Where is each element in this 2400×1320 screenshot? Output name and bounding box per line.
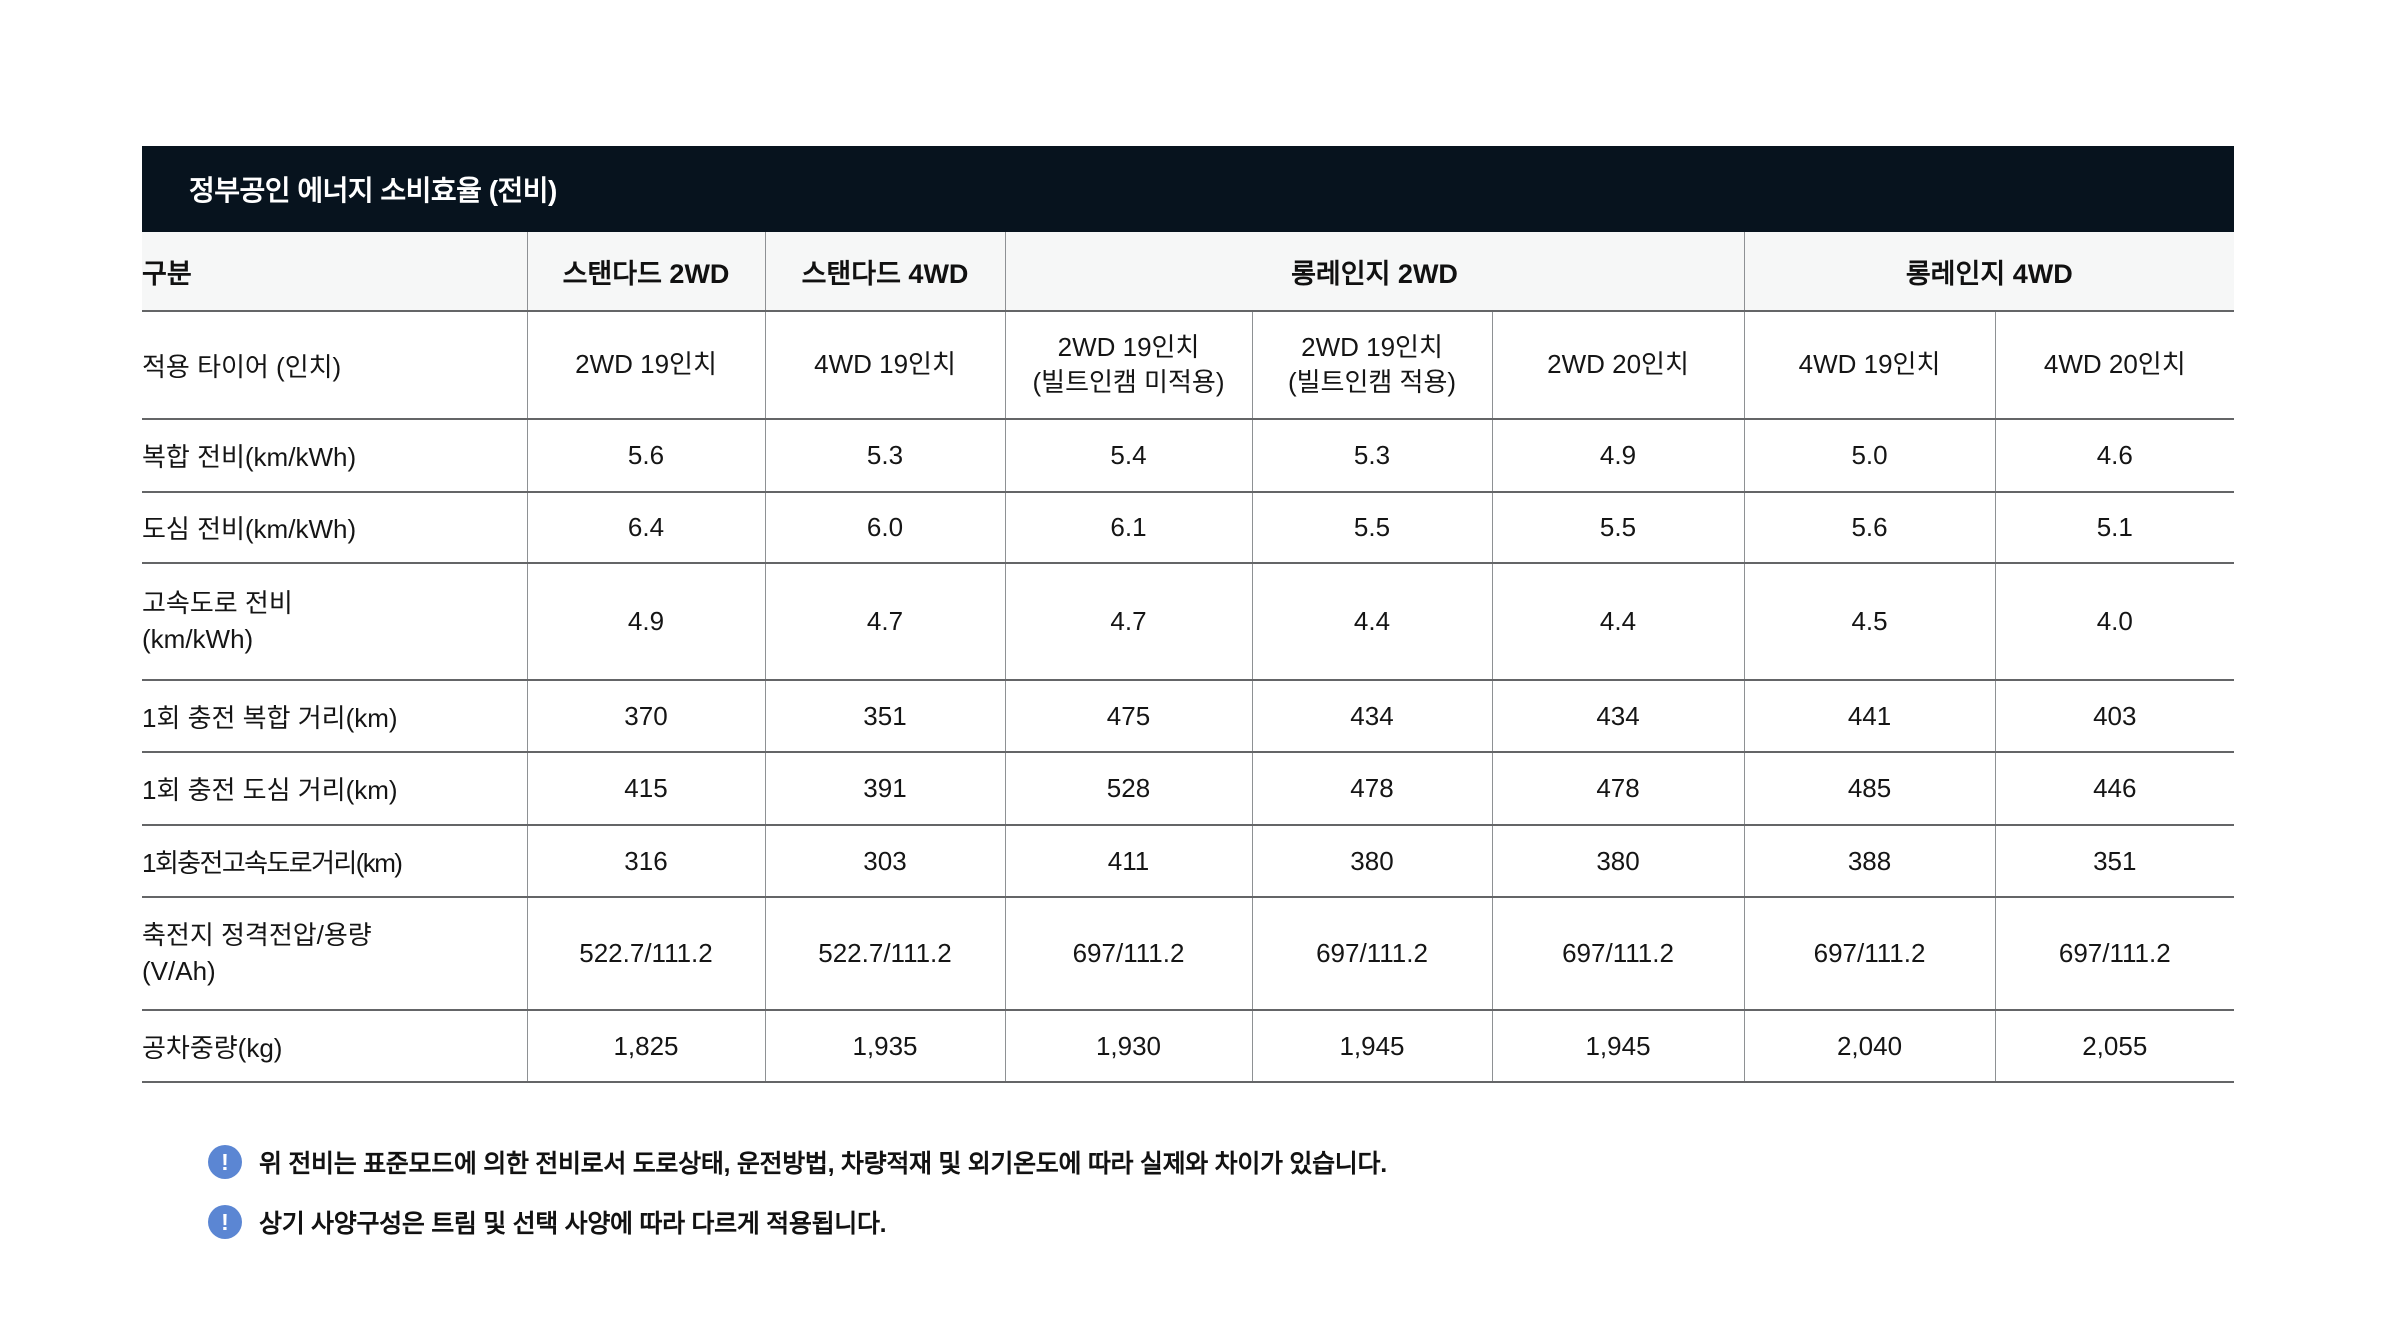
spec-row-label: 1회충전고속도로거리(km) xyxy=(142,824,527,897)
table-row-city-efficiency: 도심 전비(km/kWh) 6.4 6.0 6.1 5.5 5.5 5.6 5.… xyxy=(142,491,2235,563)
spec-value-cell: 1,945 xyxy=(1491,1009,1745,1083)
spec-value-cell: 441 xyxy=(1743,679,1996,752)
footnotes: ! 위 전비는 표준모드에 의한 전비로서 도로상태, 운전방법, 차량적재 및… xyxy=(208,1144,1387,1264)
tire-cell: 2WD 19인치 (빌트인캠 미적용) xyxy=(1004,310,1252,419)
spec-value-cell: 434 xyxy=(1491,679,1745,752)
info-exclamation-icon: ! xyxy=(208,1205,242,1239)
spec-row-label: 고속도로 전비 (km/kWh) xyxy=(142,562,527,680)
spec-value-cell: 5.6 xyxy=(526,418,765,492)
spec-value-cell: 4.9 xyxy=(526,562,765,680)
spec-value-cell: 522.7/111.2 xyxy=(764,896,1005,1010)
spec-value-cell: 4.0 xyxy=(1994,562,2235,680)
spec-value-cell: 697/111.2 xyxy=(1743,896,1996,1010)
spec-value-cell: 4.7 xyxy=(764,562,1005,680)
spec-value-cell: 370 xyxy=(526,679,765,752)
spec-value-cell: 5.3 xyxy=(764,418,1005,492)
spec-value-cell: 303 xyxy=(764,824,1005,897)
efficiency-spec-table: 구분 스탠다드 2WD 스탠다드 4WD 롱레인지 2WD 롱레인지 4WD 적… xyxy=(142,232,2235,1083)
spec-value-cell: 522.7/111.2 xyxy=(526,896,765,1010)
spec-value-cell: 1,935 xyxy=(764,1009,1005,1083)
spec-row-label: 1회 충전 복합 거리(km) xyxy=(142,679,527,752)
spec-value-cell: 446 xyxy=(1994,751,2235,825)
spec-row-label: 적용 타이어 (인치) xyxy=(142,310,527,419)
spec-value-cell: 697/111.2 xyxy=(1491,896,1745,1010)
table-row-city-range: 1회 충전 도심 거리(km) 415 391 528 478 478 485 … xyxy=(142,751,2235,825)
spec-value-cell: 1,930 xyxy=(1004,1009,1252,1083)
spec-value-cell: 415 xyxy=(526,751,765,825)
table-row-highway-efficiency: 고속도로 전비 (km/kWh) 4.9 4.7 4.7 4.4 4.4 4.5… xyxy=(142,562,2235,680)
spec-value-cell: 5.5 xyxy=(1251,491,1492,563)
table-row-combined-range: 1회 충전 복합 거리(km) 370 351 475 434 434 441 … xyxy=(142,679,2235,752)
spec-value-cell: 5.6 xyxy=(1743,491,1996,563)
spec-value-cell: 478 xyxy=(1491,751,1745,825)
spec-value-cell: 4.5 xyxy=(1743,562,1996,680)
spec-value-cell: 6.0 xyxy=(764,491,1005,563)
spec-value-cell: 4.9 xyxy=(1491,418,1745,492)
spec-value-cell: 434 xyxy=(1251,679,1492,752)
spec-value-cell: 6.4 xyxy=(526,491,765,563)
spec-value-cell: 478 xyxy=(1251,751,1492,825)
spec-value-cell: 1,945 xyxy=(1251,1009,1492,1083)
footnote-text: 위 전비는 표준모드에 의한 전비로서 도로상태, 운전방법, 차량적재 및 외… xyxy=(259,1150,1387,1178)
table-row-battery-voltage-capacity: 축전지 정격전압/용량 (V/Ah) 522.7/111.2 522.7/111… xyxy=(142,896,2235,1010)
spec-value-cell: 351 xyxy=(1994,824,2235,897)
column-header-standard-2wd: 스탠다드 2WD xyxy=(526,232,765,311)
spec-row-label: 1회 충전 도심 거리(km) xyxy=(142,751,527,825)
spec-value-cell: 5.4 xyxy=(1004,418,1252,492)
spec-value-cell: 2,040 xyxy=(1743,1009,1996,1083)
info-exclamation-icon: ! xyxy=(208,1145,242,1179)
spec-value-cell: 485 xyxy=(1743,751,1996,825)
tire-cell: 2WD 20인치 xyxy=(1491,310,1745,419)
spec-value-cell: 4.4 xyxy=(1491,562,1745,680)
spec-row-label: 공차중량(kg) xyxy=(142,1009,527,1083)
spec-value-cell: 1,825 xyxy=(526,1009,765,1083)
spec-value-cell: 697/111.2 xyxy=(1994,896,2235,1010)
spec-value-cell: 403 xyxy=(1994,679,2235,752)
spec-value-cell: 5.0 xyxy=(1743,418,1996,492)
table-row-highway-range: 1회충전고속도로거리(km) 316 303 411 380 380 388 3… xyxy=(142,824,2235,897)
tire-cell: 2WD 19인치 xyxy=(526,310,765,419)
column-header-standard-4wd: 스탠다드 4WD xyxy=(764,232,1005,311)
table-row-group-header: 구분 스탠다드 2WD 스탠다드 4WD 롱레인지 2WD 롱레인지 4WD xyxy=(142,232,2235,311)
spec-value-cell: 5.3 xyxy=(1251,418,1492,492)
spec-value-cell: 4.6 xyxy=(1994,418,2235,492)
table-row-tires: 적용 타이어 (인치) 2WD 19인치 4WD 19인치 2WD 19인치 (… xyxy=(142,310,2235,419)
spec-value-cell: 388 xyxy=(1743,824,1996,897)
tire-cell: 4WD 19인치 xyxy=(1743,310,1996,419)
spec-value-cell: 6.1 xyxy=(1004,491,1252,563)
spec-value-cell: 4.4 xyxy=(1251,562,1492,680)
table-title-bar: 정부공인 에너지 소비효율 (전비) xyxy=(142,146,2234,232)
column-header-longrange-4wd: 롱레인지 4WD xyxy=(1743,232,2235,311)
spec-value-cell: 5.5 xyxy=(1491,491,1745,563)
spec-row-label: 복합 전비(km/kWh) xyxy=(142,418,527,492)
footnote-item: ! 위 전비는 표준모드에 의한 전비로서 도로상태, 운전방법, 차량적재 및… xyxy=(208,1144,1387,1180)
spec-value-cell: 475 xyxy=(1004,679,1252,752)
spec-value-cell: 351 xyxy=(764,679,1005,752)
spec-value-cell: 380 xyxy=(1251,824,1492,897)
spec-value-cell: 391 xyxy=(764,751,1005,825)
spec-value-cell: 697/111.2 xyxy=(1004,896,1252,1010)
spec-value-cell: 411 xyxy=(1004,824,1252,897)
footnote-text: 상기 사양구성은 트림 및 선택 사양에 따라 다르게 적용됩니다. xyxy=(259,1210,887,1238)
spec-value-cell: 5.1 xyxy=(1994,491,2235,563)
tire-cell: 4WD 20인치 xyxy=(1994,310,2235,419)
tire-cell: 2WD 19인치 (빌트인캠 적용) xyxy=(1251,310,1492,419)
table-row-combined-efficiency: 복합 전비(km/kWh) 5.6 5.3 5.4 5.3 4.9 5.0 4.… xyxy=(142,418,2235,492)
spec-value-cell: 528 xyxy=(1004,751,1252,825)
spec-value-cell: 4.7 xyxy=(1004,562,1252,680)
spec-value-cell: 697/111.2 xyxy=(1251,896,1492,1010)
table-row-curb-weight: 공차중량(kg) 1,825 1,935 1,930 1,945 1,945 2… xyxy=(142,1009,2235,1083)
spec-value-cell: 316 xyxy=(526,824,765,897)
table-title: 정부공인 에너지 소비효율 (전비) xyxy=(189,175,557,206)
footnote-item: ! 상기 사양구성은 트림 및 선택 사양에 따라 다르게 적용됩니다. xyxy=(208,1204,1387,1240)
spec-row-label: 축전지 정격전압/용량 (V/Ah) xyxy=(142,896,527,1010)
spec-value-cell: 380 xyxy=(1491,824,1745,897)
spec-value-cell: 2,055 xyxy=(1994,1009,2235,1083)
efficiency-table-section: 정부공인 에너지 소비효율 (전비) 구분 스탠다드 2WD 스탠다드 4WD … xyxy=(142,146,2235,1083)
spec-row-label: 도심 전비(km/kWh) xyxy=(142,491,527,563)
column-header-longrange-2wd: 롱레인지 2WD xyxy=(1004,232,1745,311)
column-header-gubun: 구분 xyxy=(142,232,527,311)
tire-cell: 4WD 19인치 xyxy=(764,310,1005,419)
